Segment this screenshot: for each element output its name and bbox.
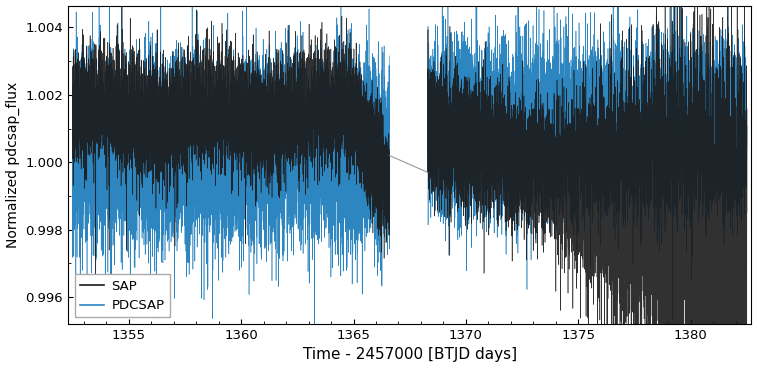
X-axis label: Time - 2457000 [BTJD days]: Time - 2457000 [BTJD days]: [303, 347, 517, 362]
Y-axis label: Normalized pdcsap_flux: Normalized pdcsap_flux: [5, 82, 20, 248]
Legend: SAP, PDCSAP: SAP, PDCSAP: [75, 274, 170, 318]
